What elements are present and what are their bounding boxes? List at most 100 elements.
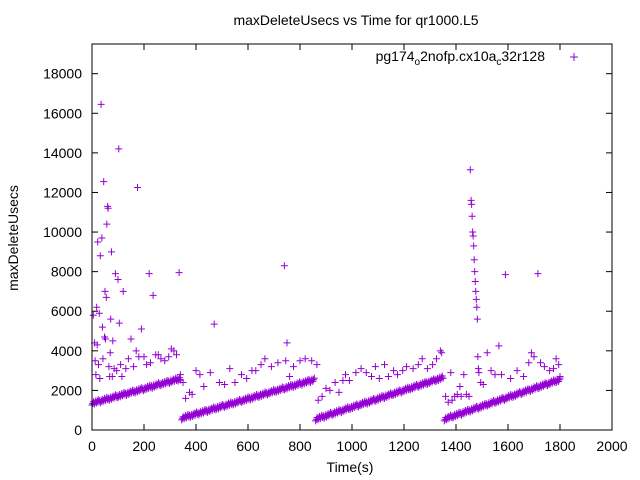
legend-subscript: c	[496, 57, 501, 68]
data-point	[102, 293, 110, 301]
data-point	[95, 361, 102, 369]
data-point	[308, 357, 316, 365]
data-point	[530, 353, 538, 361]
x-axis-label: Time(s)	[327, 459, 374, 475]
data-point	[525, 359, 533, 367]
data-point	[243, 375, 251, 383]
data-point	[286, 373, 294, 381]
data-point	[314, 396, 322, 404]
data-point	[472, 295, 480, 303]
data-point	[104, 204, 112, 212]
data-point	[130, 363, 138, 371]
data-point	[471, 278, 479, 286]
data-point	[342, 371, 349, 379]
data-point	[439, 374, 447, 382]
data-point	[473, 315, 481, 323]
x-tick-label: 800	[288, 438, 312, 454]
data-point	[394, 371, 401, 379]
chart-title: maxDeleteUsecs vs Time for qr1000.L5	[233, 12, 478, 28]
data-point	[309, 377, 317, 385]
data-point	[154, 351, 162, 359]
data-point	[92, 371, 100, 379]
data-point	[384, 373, 392, 381]
x-tick-label: 600	[236, 438, 260, 454]
data-point	[290, 363, 297, 371]
data-point	[362, 369, 370, 377]
data-point	[91, 357, 99, 365]
data-point	[103, 220, 111, 228]
data-point	[552, 355, 560, 363]
data-point	[221, 380, 229, 388]
data-point	[280, 262, 288, 270]
data-point	[453, 390, 461, 398]
data-point	[200, 382, 208, 390]
data-point	[313, 361, 321, 369]
data-point	[375, 375, 383, 383]
legend-text: pg174	[376, 48, 415, 64]
x-tick-label: 1600	[492, 438, 523, 454]
data-point	[331, 378, 339, 386]
data-point	[457, 392, 465, 400]
data-point	[466, 166, 474, 174]
data-point	[318, 392, 326, 400]
data-point	[483, 349, 491, 357]
data-point	[206, 369, 214, 377]
legend-marker	[570, 53, 578, 61]
data-point	[114, 276, 122, 284]
y-tick-label: 14000	[43, 145, 82, 161]
data-point	[267, 363, 275, 371]
data-point	[111, 270, 119, 278]
data-point	[182, 394, 190, 402]
data-point	[173, 351, 180, 359]
data-point	[537, 359, 544, 367]
data-point	[98, 323, 106, 331]
data-point	[409, 365, 417, 373]
data-point	[101, 287, 109, 295]
data-point	[442, 392, 450, 400]
data-point	[469, 232, 477, 240]
data-point	[147, 359, 154, 367]
data-point	[140, 353, 148, 361]
data-point	[93, 303, 101, 311]
y-tick-label: 8000	[51, 264, 82, 280]
data-point	[390, 367, 398, 375]
data-point	[127, 335, 135, 343]
y-tick-label: 2000	[51, 382, 82, 398]
data-point	[96, 252, 104, 260]
data-point	[474, 353, 482, 361]
data-point	[470, 242, 478, 250]
y-tick-label: 16000	[43, 105, 82, 121]
data-point	[282, 357, 290, 365]
data-point	[414, 361, 422, 369]
data-point	[89, 311, 97, 319]
data-point	[423, 365, 431, 373]
data-point	[399, 367, 407, 375]
data-point	[108, 373, 116, 381]
data-point	[472, 287, 480, 295]
data-point	[109, 337, 117, 345]
data-point	[175, 269, 183, 277]
data-point	[520, 373, 528, 381]
legend-text: 32r128	[501, 48, 545, 64]
data-point	[95, 309, 103, 317]
data-point	[134, 184, 141, 192]
data-point	[357, 365, 365, 373]
data-point	[132, 347, 140, 355]
y-tick-label: 10000	[43, 224, 82, 240]
data-point	[99, 355, 107, 363]
data-point	[161, 357, 169, 365]
data-point	[117, 361, 125, 369]
data-point	[546, 367, 554, 375]
data-point	[468, 200, 476, 208]
data-point	[257, 361, 265, 369]
data-point	[495, 342, 503, 350]
data-point	[491, 371, 499, 379]
data-point	[534, 270, 542, 278]
data-point	[192, 367, 200, 375]
data-point	[238, 371, 245, 379]
data-point	[274, 359, 282, 367]
x-tick-label: 1200	[388, 438, 419, 454]
data-point	[231, 378, 239, 386]
legend: pg174o2nofp.cx10ac32r128	[376, 48, 578, 68]
